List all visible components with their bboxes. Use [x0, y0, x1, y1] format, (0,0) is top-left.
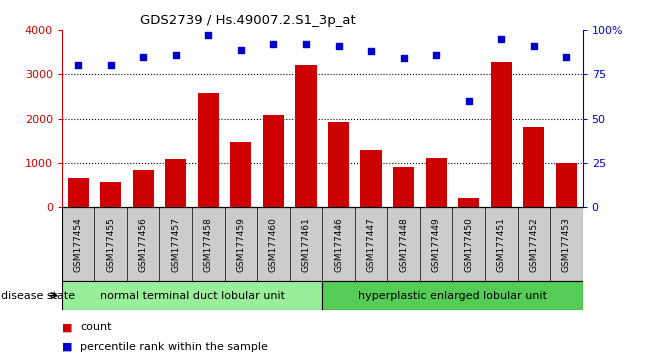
Text: GSM177450: GSM177450: [464, 217, 473, 272]
Bar: [393, 167, 414, 207]
Point: [301, 41, 311, 47]
Bar: [230, 142, 251, 207]
Point: [464, 98, 474, 104]
Text: GSM177448: GSM177448: [399, 217, 408, 272]
Bar: [296, 65, 316, 207]
Text: GSM177447: GSM177447: [367, 217, 376, 272]
Bar: [165, 159, 186, 207]
Point: [203, 33, 214, 38]
Bar: [523, 127, 544, 207]
Text: GSM177452: GSM177452: [529, 217, 538, 272]
Point: [431, 52, 441, 58]
Point: [171, 52, 181, 58]
Point: [105, 63, 116, 68]
Point: [138, 54, 148, 59]
Point: [268, 41, 279, 47]
Text: count: count: [80, 322, 111, 332]
Text: GDS2739 / Hs.49007.2.S1_3p_at: GDS2739 / Hs.49007.2.S1_3p_at: [139, 14, 355, 27]
Text: GSM177460: GSM177460: [269, 217, 278, 272]
Bar: [198, 93, 219, 207]
Text: GSM177449: GSM177449: [432, 217, 441, 272]
Point: [529, 43, 539, 49]
Text: normal terminal duct lobular unit: normal terminal duct lobular unit: [100, 291, 284, 301]
Text: GSM177456: GSM177456: [139, 217, 148, 272]
Text: GSM177454: GSM177454: [74, 217, 83, 272]
Point: [496, 36, 506, 42]
Text: GSM177457: GSM177457: [171, 217, 180, 272]
Bar: [263, 115, 284, 207]
Point: [236, 47, 246, 52]
Point: [398, 56, 409, 61]
Text: GSM177461: GSM177461: [301, 217, 311, 272]
Point: [73, 63, 83, 68]
Bar: [458, 198, 479, 207]
Text: disease state: disease state: [1, 291, 75, 301]
Text: GSM177446: GSM177446: [334, 217, 343, 272]
Text: GSM177451: GSM177451: [497, 217, 506, 272]
Bar: [133, 170, 154, 207]
Bar: [328, 122, 349, 207]
Bar: [491, 62, 512, 207]
Bar: [68, 178, 89, 207]
Text: hyperplastic enlarged lobular unit: hyperplastic enlarged lobular unit: [358, 291, 547, 301]
Text: percentile rank within the sample: percentile rank within the sample: [80, 342, 268, 352]
Text: GSM177458: GSM177458: [204, 217, 213, 272]
Point: [333, 43, 344, 49]
Bar: [100, 182, 121, 207]
Bar: [556, 163, 577, 207]
Text: GSM177453: GSM177453: [562, 217, 571, 272]
Point: [561, 54, 572, 59]
Bar: [361, 150, 381, 207]
Bar: [426, 159, 447, 207]
Text: GSM177459: GSM177459: [236, 217, 245, 272]
Text: ■: ■: [62, 322, 72, 332]
Bar: [62, 281, 322, 310]
Text: GSM177455: GSM177455: [106, 217, 115, 272]
Text: ■: ■: [62, 342, 72, 352]
Point: [366, 48, 376, 54]
Bar: [322, 281, 583, 310]
